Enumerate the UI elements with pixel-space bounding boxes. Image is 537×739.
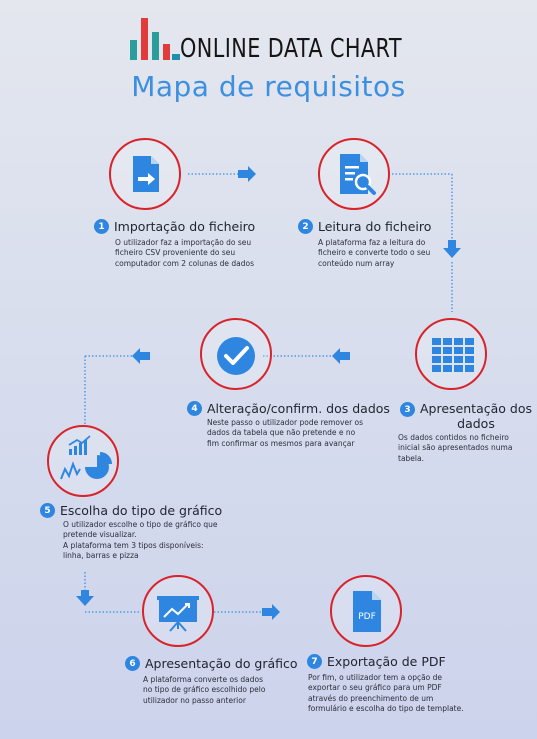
- step-6-circle: [142, 575, 214, 647]
- step-4-circle: [200, 318, 272, 390]
- arrow-left-icon: [132, 348, 150, 364]
- desc-line: A plataforma tem 3 tipos disponíveis:: [63, 540, 204, 550]
- chart-types-icon: [60, 435, 112, 480]
- step-3-title-text: Apresentação dos dados: [420, 401, 532, 431]
- desc-line: pretende visualizar.: [63, 530, 137, 540]
- desc-line: tabela.: [398, 453, 424, 463]
- desc-line: dados da tabela que não pretende e no: [207, 428, 356, 438]
- desc-line: formulário e escolha do tipo de template…: [308, 704, 464, 714]
- step-7-description: Por fim, o utilizador tem a opção de exp…: [308, 673, 464, 715]
- step-5-title: 5 Escolha do tipo de gráfico: [40, 503, 222, 518]
- step-4-description: Neste passo o utilizador pode remover os…: [207, 418, 363, 449]
- arrow-right-icon: [238, 166, 256, 182]
- step-6-badge: 6: [125, 656, 140, 671]
- desc-line: computador com 2 colunas de dados: [115, 258, 255, 268]
- step-3-description: Os dados contidos no ficheiro inicial sã…: [398, 433, 512, 464]
- brand-title: ONLINE DATA CHART: [180, 34, 403, 64]
- step-3-badge: 3: [400, 402, 415, 417]
- document-search-icon: [340, 154, 376, 195]
- step-3-title-line: Apresentação dos: [420, 401, 532, 416]
- step-7-circle: PDF: [330, 575, 402, 647]
- page-subtitle: Mapa de requisitos: [131, 70, 406, 103]
- arrow-down-icon: [443, 240, 461, 258]
- step-5-title-text: Escolha do tipo de gráfico: [60, 503, 223, 518]
- pdf-file-icon: PDF: [353, 591, 381, 632]
- step-4-badge: 4: [187, 401, 202, 416]
- desc-line: no tipo de gráfico escolhido pelo: [143, 685, 266, 695]
- desc-line: Por fim, o utilizador tem a opção de: [308, 673, 443, 682]
- step-5-badge: 5: [40, 503, 55, 518]
- step-7-badge: 7: [307, 654, 322, 669]
- desc-line: O utilizador faz a importação do seu: [115, 238, 252, 247]
- step-6-title-text: Apresentação do gráfico: [145, 656, 298, 671]
- step-2-badge: 2: [298, 219, 313, 234]
- step-1-title-text: Importação do ficheiro: [114, 219, 256, 234]
- step-5-description: O utilizador escolhe o tipo de gráfico q…: [63, 520, 218, 562]
- desc-line: ficheiro e converte todo o seu: [318, 248, 431, 258]
- checkmark-icon: [217, 337, 255, 375]
- desc-line: Neste passo o utilizador pode remover os: [207, 418, 364, 427]
- desc-line: inicial são apresentados numa: [398, 443, 513, 453]
- step-2-circle: [318, 138, 390, 210]
- pdf-label: PDF: [358, 612, 376, 622]
- step-6-title: 6 Apresentação do gráfico: [125, 656, 298, 671]
- step-2-title-text: Leitura do ficheiro: [318, 219, 432, 234]
- arrow-left-icon: [332, 348, 350, 364]
- step-1-badge: 1: [94, 219, 109, 234]
- arrow-down-icon: [76, 590, 94, 606]
- desc-line: através do preenchimento de um: [308, 693, 434, 703]
- step-7-title-text: Exportação de PDF: [327, 654, 446, 669]
- step-1-title: 1 Importação do ficheiro: [94, 219, 255, 234]
- step-6-description: A plataforma converte os dados no tipo d…: [143, 675, 265, 706]
- desc-line: A plataforma converte os dados: [143, 675, 263, 684]
- desc-line: Os dados contidos no ficheiro: [398, 433, 509, 442]
- step-3-circle: [415, 318, 487, 390]
- step-3-title: 3 Apresentação dos dados: [400, 401, 532, 431]
- desc-line: exportar o seu gráfico para um PDF: [308, 683, 442, 693]
- step-7-title: 7 Exportação de PDF: [307, 654, 446, 669]
- desc-line: A plataforma faz a leitura do: [318, 238, 426, 247]
- file-import-icon: [133, 156, 159, 192]
- step-1-description: O utilizador faz a importação do seu fic…: [115, 238, 254, 269]
- step-2-title: 2 Leitura do ficheiro: [298, 219, 431, 234]
- step-5-circle: [47, 425, 119, 497]
- presentation-board-icon: [157, 596, 199, 632]
- desc-line: ficheiro CSV proveniente do seu: [115, 248, 236, 258]
- desc-line: O utilizador escolhe o tipo de gráfico q…: [63, 520, 218, 529]
- arrow-right-icon: [262, 604, 280, 620]
- step-3-title-line: dados: [457, 416, 495, 431]
- step-4-title: 4 Alteração/confirm. dos dados: [187, 401, 390, 416]
- table-grid-icon: [432, 338, 474, 372]
- step-4-title-text: Alteração/confirm. dos dados: [207, 401, 390, 416]
- desc-line: utilizador no passo anterior: [143, 695, 246, 705]
- desc-line: fim confirmar os mesmos para avançar: [207, 438, 355, 448]
- desc-line: linha, barras e pizza: [63, 551, 139, 561]
- desc-line: conteúdo num array: [318, 258, 395, 268]
- step-1-circle: [109, 138, 181, 210]
- bar-chart-logo-icon: [130, 18, 180, 60]
- step-2-description: A plataforma faz a leitura do ficheiro e…: [318, 238, 430, 269]
